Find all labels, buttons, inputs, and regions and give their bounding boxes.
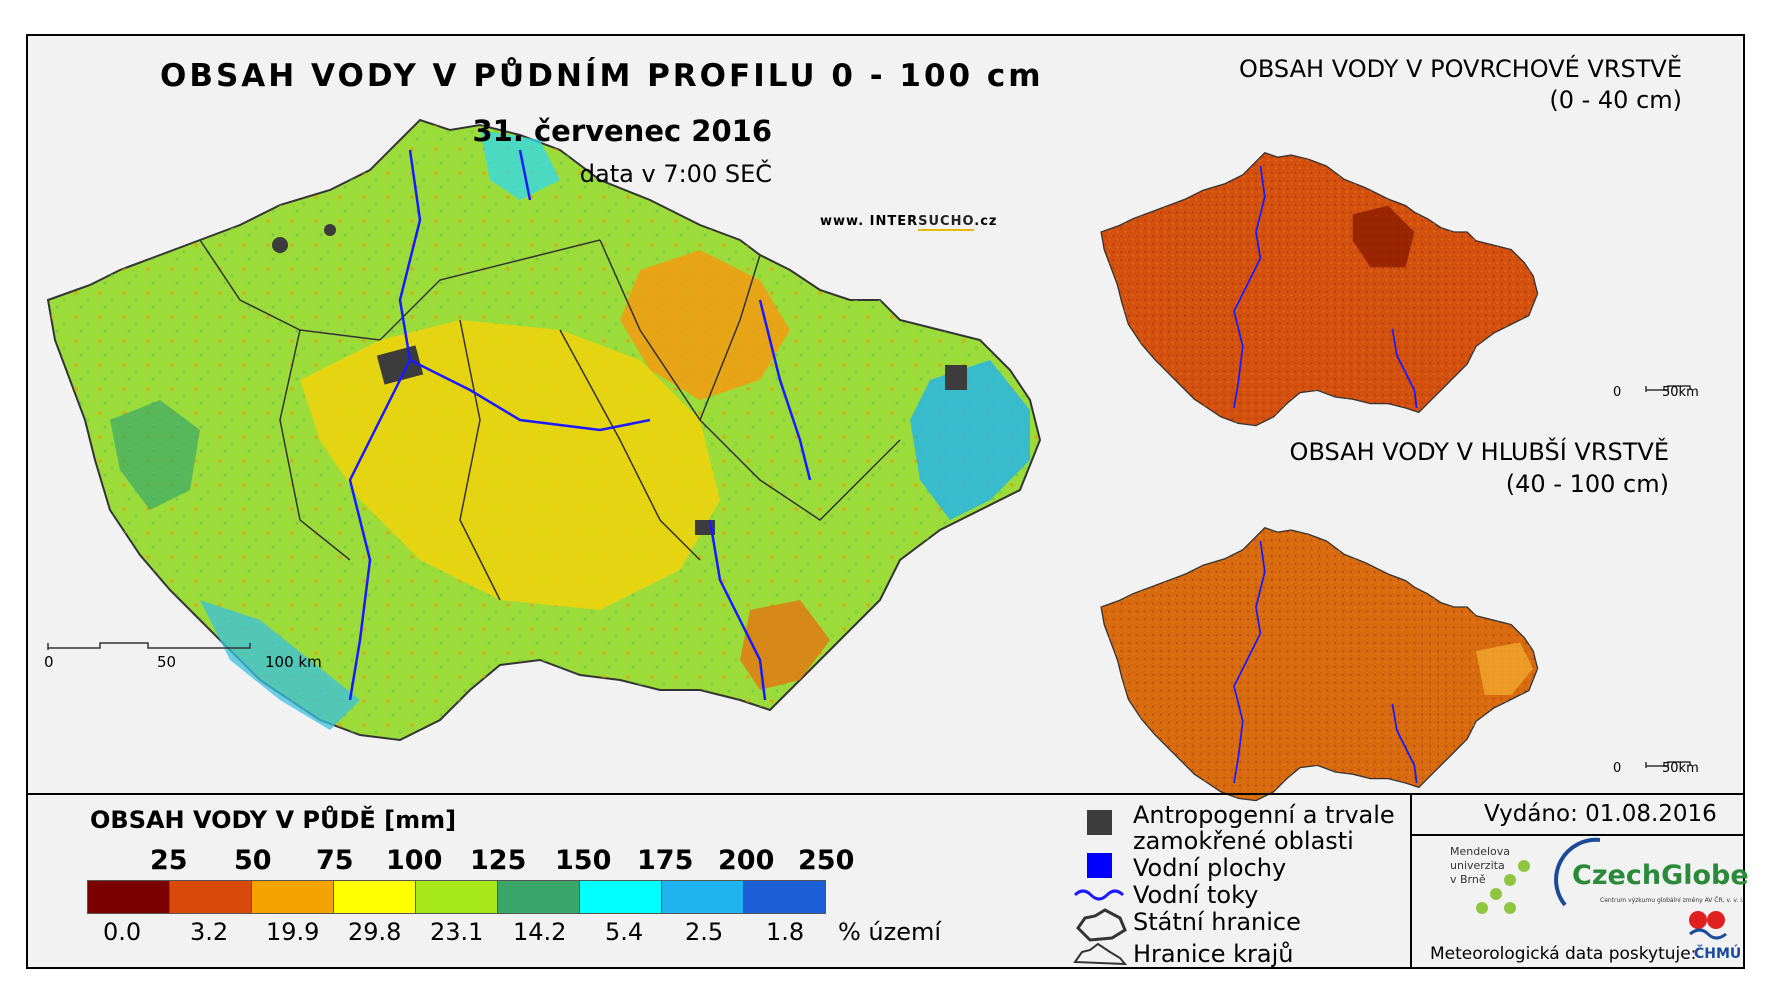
wet-zone-beskydy [910, 360, 1030, 520]
legend-title: OBSAH VODY V PŮDĚ [mm] [90, 806, 457, 834]
legend-swatch [743, 880, 826, 914]
legend-threshold: 125 [470, 845, 527, 876]
legend-percentage: 5.4 [605, 918, 644, 946]
deep-map [1100, 527, 1539, 802]
main-map [46, 118, 1042, 742]
legend-swatch [661, 880, 744, 914]
chmi-label: ČHMÚ [1694, 946, 1742, 962]
legend-threshold: 250 [798, 845, 855, 876]
mendel-name-1: Mendelova [1450, 845, 1511, 858]
wet-zone-krkonose [480, 130, 560, 200]
surface-scale-label-50: 50km [1662, 385, 1699, 400]
meteo-credit: Meteorologická data poskytuje: [1430, 944, 1697, 964]
legend-percentage: 3.2 [190, 918, 229, 946]
wet-zone-sumava [200, 600, 360, 730]
legend-swatch [251, 880, 334, 914]
surface-map [1100, 152, 1539, 427]
legend-percentage: 29.8 [348, 918, 402, 946]
key-water-bodies: Vodní plochy [1133, 854, 1287, 882]
surface-scale-bar [1645, 385, 1691, 392]
main-scale-label-50: 50 [157, 653, 177, 671]
legend-percentage: 2.5 [685, 918, 724, 946]
mendel-name-3: v Brně [1450, 873, 1486, 886]
website-link[interactable]: www. INTERSUCHO.cz [820, 214, 998, 231]
deep-scale-bar [1645, 761, 1691, 768]
anthropogenic-ostrava [945, 365, 967, 390]
key-state-border: Státní hranice [1133, 908, 1301, 936]
key-region-border: Hranice krajů [1133, 940, 1294, 968]
legend-percentage: 19.9 [266, 918, 320, 946]
surface-scale-label-0: 0 [1613, 385, 1622, 400]
main-scale-label-100: 100 km [265, 653, 322, 671]
legend-threshold: 25 [150, 845, 188, 876]
state-border-icon [1076, 908, 1127, 942]
key-anthropogenic-line1: Antropogenní a trvale [1133, 801, 1395, 829]
mendel-name-2: univerzita [1450, 859, 1505, 872]
main-scale-label-0: 0 [44, 653, 54, 671]
main-map-time: data v 7:00 SEČ [579, 160, 772, 188]
legend-percentage: 14.2 [513, 918, 567, 946]
surface-map-subtitle: (0 - 40 cm) [1549, 86, 1682, 114]
credits-divider [1410, 795, 1412, 969]
legend-swatch [333, 880, 416, 914]
key-rivers: Vodní toky [1133, 881, 1259, 909]
legend-threshold: 175 [637, 845, 694, 876]
legend-swatch [497, 880, 580, 914]
issued-date: Vydáno: 01.08.2016 [1484, 801, 1717, 827]
legend-percentage: 1.8 [766, 918, 805, 946]
chmi-logo [1689, 911, 1727, 940]
region-border-icon [1073, 942, 1128, 966]
czechglobe-logo-text: CzechGlobe [1572, 860, 1749, 891]
dry-zone-central [300, 320, 720, 610]
legend-divider [26, 793, 1745, 795]
legend-percentage: 0.0 [103, 918, 142, 946]
dry-zone-south-moravia [740, 600, 830, 690]
legend-threshold: 50 [234, 845, 272, 876]
legend-threshold: 100 [386, 845, 443, 876]
deep-scale-label-50: 50km [1662, 761, 1699, 776]
czechglobe-arc-icon [1554, 837, 1601, 907]
issued-divider [1410, 834, 1745, 836]
anthropogenic-swatch [1087, 810, 1112, 835]
surface-map-title: OBSAH VODY V POVRCHOVÉ VRSTVĚ [1239, 55, 1682, 83]
legend-swatch [579, 880, 662, 914]
water-body-swatch [1087, 853, 1112, 878]
deep-map-subtitle: (40 - 100 cm) [1505, 470, 1669, 498]
legend-threshold: 200 [718, 845, 775, 876]
anthropogenic-prague [376, 345, 424, 385]
river-line-icon [1073, 889, 1125, 901]
main-map-date: 31. červenec 2016 [472, 114, 772, 148]
main-map-title: OBSAH VODY V PŮDNÍM PROFILU 0 - 100 cm [160, 58, 1044, 94]
region-borders [199, 239, 901, 601]
deep-map-title: OBSAH VODY V HLUBŠÍ VRSTVĚ [1289, 438, 1669, 466]
legend-percent-label: % území [838, 918, 942, 946]
wet-zone-west [110, 400, 200, 510]
legend-swatch [169, 880, 252, 914]
key-anthropogenic-line2: zamokřené oblasti [1133, 827, 1354, 855]
legend-threshold: 75 [316, 845, 354, 876]
czechglobe-subtitle: Centrum výzkumu globální změny AV ČR, v.… [1600, 897, 1744, 904]
legend-swatch [415, 880, 498, 914]
legend-swatch [87, 880, 170, 914]
main-scale-bar [47, 642, 251, 650]
mendel-logo [1476, 860, 1530, 914]
deep-scale-label-0: 0 [1613, 761, 1622, 776]
rivers [348, 149, 812, 701]
legend-percentage: 23.1 [430, 918, 484, 946]
legend-threshold: 150 [555, 845, 612, 876]
